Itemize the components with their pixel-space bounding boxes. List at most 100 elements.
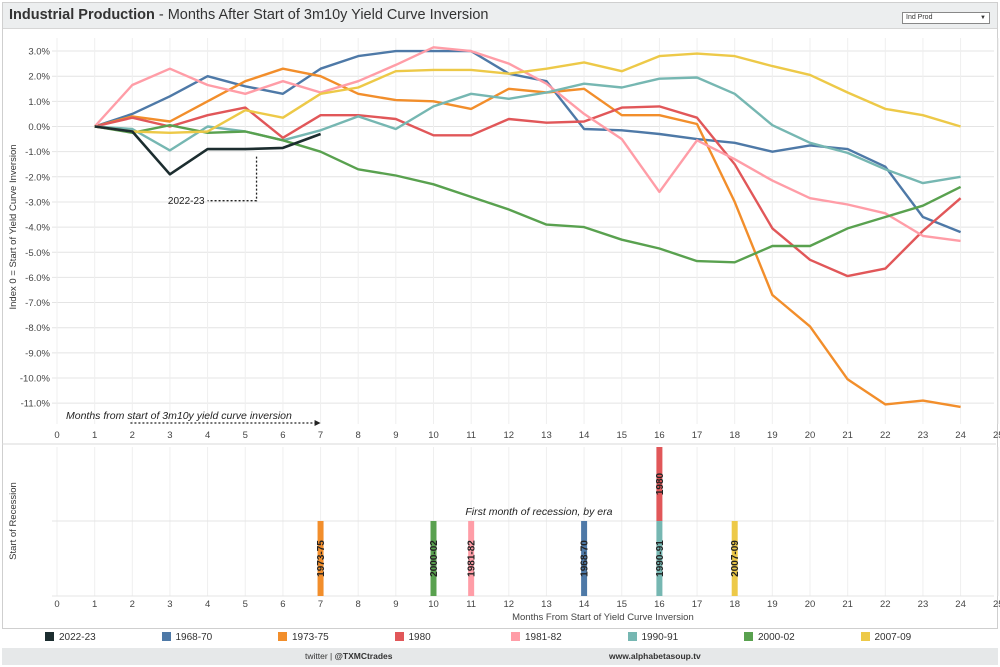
recession-bar-label: 1968-70 <box>580 540 591 577</box>
title-bar: Industrial Production - Months After Sta… <box>3 3 997 29</box>
recession-bar-label: 1973-75 <box>316 540 327 577</box>
legend-label: 1990-91 <box>641 632 679 643</box>
x-tick-label: 6 <box>280 430 285 441</box>
series-line-1980 <box>94 105 962 278</box>
title-rest: - Months After Start of 3m10y Yield Curv… <box>154 7 489 23</box>
recession-x-tick-label: 18 <box>729 599 740 610</box>
x-tick-label: 19 <box>767 430 778 441</box>
x-tick-label: 14 <box>579 430 590 441</box>
x-tick-label: 8 <box>356 430 361 441</box>
recession-x-tick-label: 25 <box>993 599 1000 610</box>
recession-x-tick-label: 10 <box>428 599 439 610</box>
legend-item-2022-23[interactable]: 2022-23 <box>45 632 96 643</box>
legend-item-1968-70[interactable]: 1968-70 <box>161 632 212 643</box>
y-tick-label: -10.0% <box>20 374 51 385</box>
recession-x-tick-label: 20 <box>805 599 816 610</box>
x-tick-label: 18 <box>729 430 740 441</box>
x-tick-label: 23 <box>918 430 929 441</box>
recession-x-axis-title: Months From Start of Yield Curve Inversi… <box>512 612 694 623</box>
recession-bar-1973-75 <box>317 521 324 596</box>
x-axis-note: Months from start of 3m10y yield curve i… <box>66 410 292 422</box>
x-tick-label: 13 <box>541 430 552 441</box>
legend-label: 1981-82 <box>525 632 562 643</box>
measure-dropdown[interactable]: Ind Prod ▼ <box>902 12 990 24</box>
recession-x-tick-label: 8 <box>356 599 361 610</box>
recession-x-tick-label: 12 <box>504 599 515 610</box>
footer: twitter | @TXMCtrades www.alphabetasoup.… <box>2 648 998 665</box>
legend-item-2007-09[interactable]: 2007-09 <box>860 632 911 643</box>
x-tick-label: 10 <box>428 430 439 441</box>
recession-bar-label: 1981-82 <box>467 540 478 577</box>
x-tick-label: 4 <box>205 430 210 441</box>
x-axis-note-arrowhead <box>314 420 321 426</box>
series-line-2022-23 <box>94 125 322 176</box>
series-line-1968-70 <box>94 49 962 234</box>
legend-item-1980[interactable]: 1980 <box>394 632 431 643</box>
y-tick-label: -2.0% <box>25 172 50 183</box>
recession-x-tick-label: 5 <box>243 599 248 610</box>
y-tick-label: -1.0% <box>25 147 50 158</box>
annotation-pointer <box>207 156 258 202</box>
legend-swatch <box>45 632 54 641</box>
measure-dropdown-value: Ind Prod <box>906 14 933 21</box>
legend: 2022-23 1968-70 1973-75 1980 1981-82 1990-91 2… <box>0 630 1000 646</box>
x-tick-label: 7 <box>318 430 323 441</box>
legend-swatch <box>627 632 637 641</box>
recession-x-tick-label: 2 <box>130 599 135 610</box>
x-tick-label: 12 <box>504 430 515 441</box>
recession-bar-1968-70 <box>581 521 588 596</box>
y-tick-label: -11.0% <box>21 399 51 410</box>
twitter-handle[interactable]: @TXMCtrades <box>334 651 393 661</box>
y-tick-label: -4.0% <box>25 223 50 234</box>
x-tick-label: 21 <box>842 430 853 441</box>
recession-x-tick-label: 23 <box>918 599 929 610</box>
y-tick-label: -3.0% <box>25 197 50 208</box>
chevron-down-icon: ▼ <box>980 15 986 21</box>
x-tick-label: 9 <box>393 430 398 441</box>
legend-swatch <box>860 632 870 641</box>
recession-x-tick-label: 4 <box>205 599 210 610</box>
recession-bar-label: 2000-02 <box>429 540 440 577</box>
twitter-prefix: twitter | <box>305 651 335 661</box>
recession-x-tick-label: 6 <box>280 599 285 610</box>
x-tick-label: 25 <box>993 430 1000 441</box>
recession-y-axis-title: Start of Recession <box>8 482 19 560</box>
recession-x-tick-label: 7 <box>318 599 323 610</box>
series-line-2000-02 <box>94 124 962 264</box>
y-tick-label: -8.0% <box>25 323 50 334</box>
recession-x-tick-label: 13 <box>541 599 552 610</box>
series-line-1973-75 <box>94 67 961 409</box>
legend-item-1990-91[interactable]: 1990-91 <box>627 632 679 643</box>
y-tick-label: -9.0% <box>25 348 50 359</box>
legend-label: 1980 <box>408 632 431 643</box>
recession-bar-label: 1980 <box>655 472 666 495</box>
y-tick-label: -6.0% <box>25 273 50 284</box>
y-tick-label: 3.0% <box>28 47 50 58</box>
recession-bar-label: 1990-91 <box>655 540 666 577</box>
recession-bar-2007-09 <box>731 521 738 596</box>
x-tick-label: 16 <box>654 430 665 441</box>
x-tick-label: 20 <box>805 430 816 441</box>
recession-x-tick-label: 3 <box>167 599 172 610</box>
y-tick-label: -5.0% <box>25 248 50 259</box>
x-tick-label: 11 <box>466 430 476 441</box>
y-tick-label: -7.0% <box>25 298 50 309</box>
legend-swatch <box>278 632 287 641</box>
recession-x-tick-label: 15 <box>616 599 627 610</box>
recession-bar-2000-02 <box>430 521 437 596</box>
y-tick-label: 2.0% <box>28 72 50 83</box>
y-axis-title: Index 0 = Start of Yield Curve Inversion <box>8 144 19 309</box>
x-tick-label: 0 <box>54 430 59 441</box>
recession-x-tick-label: 14 <box>579 599 590 610</box>
recession-x-tick-label: 24 <box>955 599 966 610</box>
legend-item-1973-75[interactable]: 1973-75 <box>278 632 329 643</box>
website-link[interactable]: www.alphabetasoup.tv <box>609 651 701 661</box>
recession-bar-1981-82 <box>468 521 475 596</box>
x-tick-label: 2 <box>130 430 135 441</box>
legend-item-1981-82[interactable]: 1981-82 <box>511 632 562 643</box>
legend-item-2000-02[interactable]: 2000-02 <box>744 632 795 643</box>
x-tick-label: 22 <box>880 430 891 441</box>
legend-swatch <box>744 632 753 641</box>
series-line-1981-82 <box>93 46 961 243</box>
legend-label: 1973-75 <box>292 632 329 643</box>
